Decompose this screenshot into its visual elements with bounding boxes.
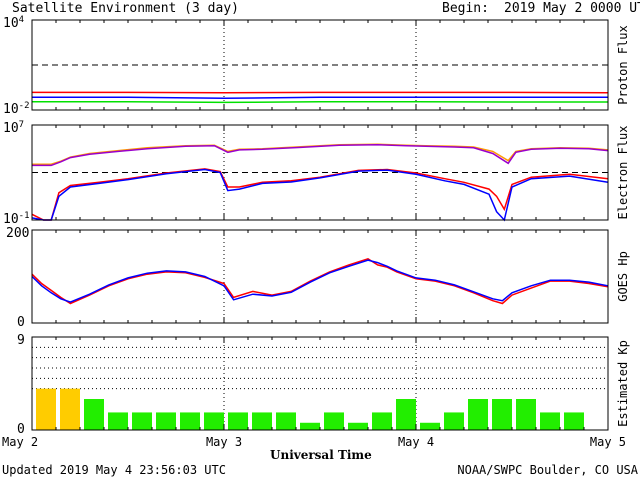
kp-bar [108,412,128,430]
y-tick-label: 200 [6,226,29,241]
y-tick-label: 10-1 [3,211,30,227]
series-line [31,259,609,303]
begin-value: 2019 May 2 0000 UTC [504,1,640,16]
kp-bar [444,412,464,430]
y-tick-label: 10-2 [3,101,30,117]
kp-bar [204,412,224,430]
kp-bar [60,388,80,430]
y-tick-label: 104 [3,15,24,31]
kp-bar [132,412,152,430]
kp-bar [156,412,176,430]
panel-ylabel: GOES Hp [616,251,630,302]
panel-1: 104 10-2 Proton Flux [3,15,630,117]
y-tick-label: 107 [3,120,24,136]
y-tick-label: 9 [17,333,25,348]
panel-2: 107 10-1 Electron Flux [3,120,630,227]
panel-ylabel: Electron Flux [616,126,630,220]
y-tick-label: 0 [17,315,25,330]
x-tick-label: May 4 [398,435,434,449]
x-tick-label: May 2 [2,435,38,449]
begin-label: Begin: [442,1,489,16]
y-tick-label: 0 [17,422,25,437]
kp-bar [84,399,104,430]
series-line [32,143,609,167]
kp-bar [252,412,272,430]
series-line [32,96,608,100]
panel-frame [31,19,609,111]
kp-bar [276,412,296,430]
credit-line: NOAA/SWPC Boulder, CO USA [457,463,638,477]
kp-bar [492,399,512,430]
series-line [31,257,609,305]
updated-timestamp: Updated 2019 May 4 23:56:03 UTC [2,463,226,477]
kp-bar [300,422,320,430]
kp-bar [420,422,440,430]
kp-bar [564,412,584,430]
x-tick-label: May 5 [590,435,626,449]
kp-bar [540,412,560,430]
kp-bar [516,399,536,430]
series-line [31,168,609,221]
x-axis-title: Universal Time [270,448,372,462]
kp-bar [36,388,56,430]
x-tick-label: May 3 [206,435,242,449]
kp-bar [372,412,392,430]
kp-bar [324,412,344,430]
panel-ylabel: Proton Flux [616,25,630,104]
kp-bar [468,399,488,430]
series-line [32,143,609,165]
kp-bar [228,412,248,430]
kp-bar [396,399,416,430]
kp-bar [348,422,368,430]
panel-frame [31,124,609,221]
panel-3: 200 0 GOES Hp [6,226,630,330]
panel-4: 9 0 Estimated Kp [17,333,630,437]
series-line [31,168,609,222]
panel-ylabel: Estimated Kp [616,340,630,427]
chart-title: Satellite Environment (3 day) [12,1,239,16]
series-line [32,101,608,104]
kp-bar [180,412,200,430]
